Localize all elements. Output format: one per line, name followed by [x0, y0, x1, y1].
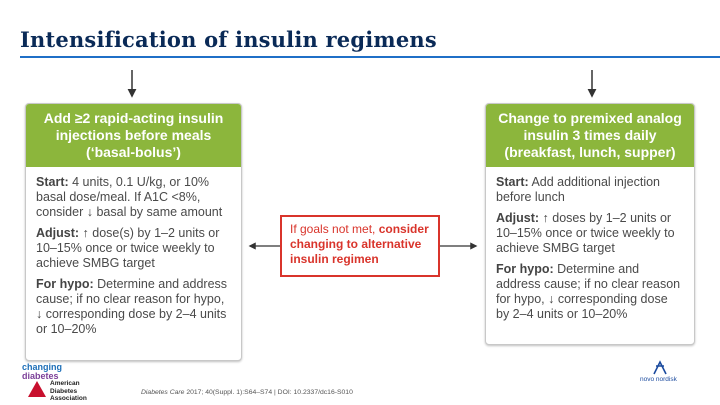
premixed-heading: Change to premixed analog insulin 3 time… [486, 104, 694, 167]
down-arrow-icon: ↓ [86, 205, 93, 219]
ada-logo: American Diabetes Association [28, 380, 118, 404]
start-paragraph: Start: 4 units, 0.1 U/kg, or 10% basal d… [36, 175, 223, 219]
adjust-paragraph: Adjust: ↑ doses by 1–2 units or 10–15% o… [496, 211, 675, 255]
basal-bolus-heading: Add ≥2 rapid-acting insulin injections b… [26, 104, 241, 167]
citation: Diabetes Care 2017; 40(Suppl. 1):S64–S74… [141, 389, 353, 396]
ada-triangle-icon [28, 381, 46, 397]
goals-not-met-box: If goals not met, consider changing to a… [280, 215, 440, 277]
hypo-paragraph: For hypo: Determine and address cause; i… [496, 262, 681, 321]
premixed-body: Start: Add additional injection before l… [486, 167, 694, 336]
up-arrow-icon: ↑ [542, 211, 549, 225]
down-arrow-icon: ↓ [36, 307, 43, 321]
basal-bolus-body: Start: 4 units, 0.1 U/kg, or 10% basal d… [26, 167, 241, 351]
up-arrow-icon: ↑ [82, 226, 89, 240]
page-title: Intensification of insulin regimens [20, 27, 437, 52]
adjust-paragraph: Adjust: ↑ dose(s) by 1–2 units or 10–15%… [36, 226, 220, 270]
start-paragraph: Start: Add additional injection before l… [496, 175, 661, 204]
novo-nordisk-logo: novo nordisk [640, 360, 700, 386]
down-arrow-icon: ↓ [548, 292, 555, 306]
changing-diabetes-logo: changing diabetes [22, 362, 62, 381]
hypo-paragraph: For hypo: Determine and address cause; i… [36, 277, 228, 336]
basal-bolus-card: Add ≥2 rapid-acting insulin injections b… [25, 103, 242, 361]
title-underline [20, 56, 720, 58]
apis-bull-icon [653, 360, 667, 375]
premixed-card: Change to premixed analog insulin 3 time… [485, 103, 695, 345]
